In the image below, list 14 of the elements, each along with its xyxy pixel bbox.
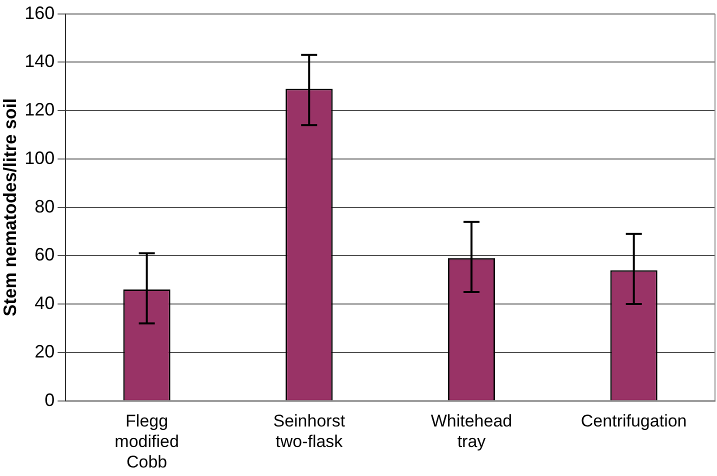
y-tick-label: 60 xyxy=(34,244,55,265)
y-tick-label: 40 xyxy=(34,293,55,314)
y-axis-title: Stem nematodes/litre soil xyxy=(0,98,20,316)
x-tick-label: Seinhorst two-flask xyxy=(273,412,346,452)
x-tick-label: Centrifugation xyxy=(580,412,687,431)
y-tick-label: 120 xyxy=(24,100,55,120)
x-tick-label: Flegg modified Cobb xyxy=(114,412,179,472)
y-tick-label: 20 xyxy=(34,341,55,362)
y-tick-label: 80 xyxy=(34,196,55,216)
y-tick-label: 0 xyxy=(44,390,55,410)
y-tick-label: 140 xyxy=(24,51,55,72)
x-tick-label: Whitehead tray xyxy=(430,412,512,452)
y-tick-label: 160 xyxy=(24,2,55,23)
y-tick-label: 100 xyxy=(24,148,55,168)
